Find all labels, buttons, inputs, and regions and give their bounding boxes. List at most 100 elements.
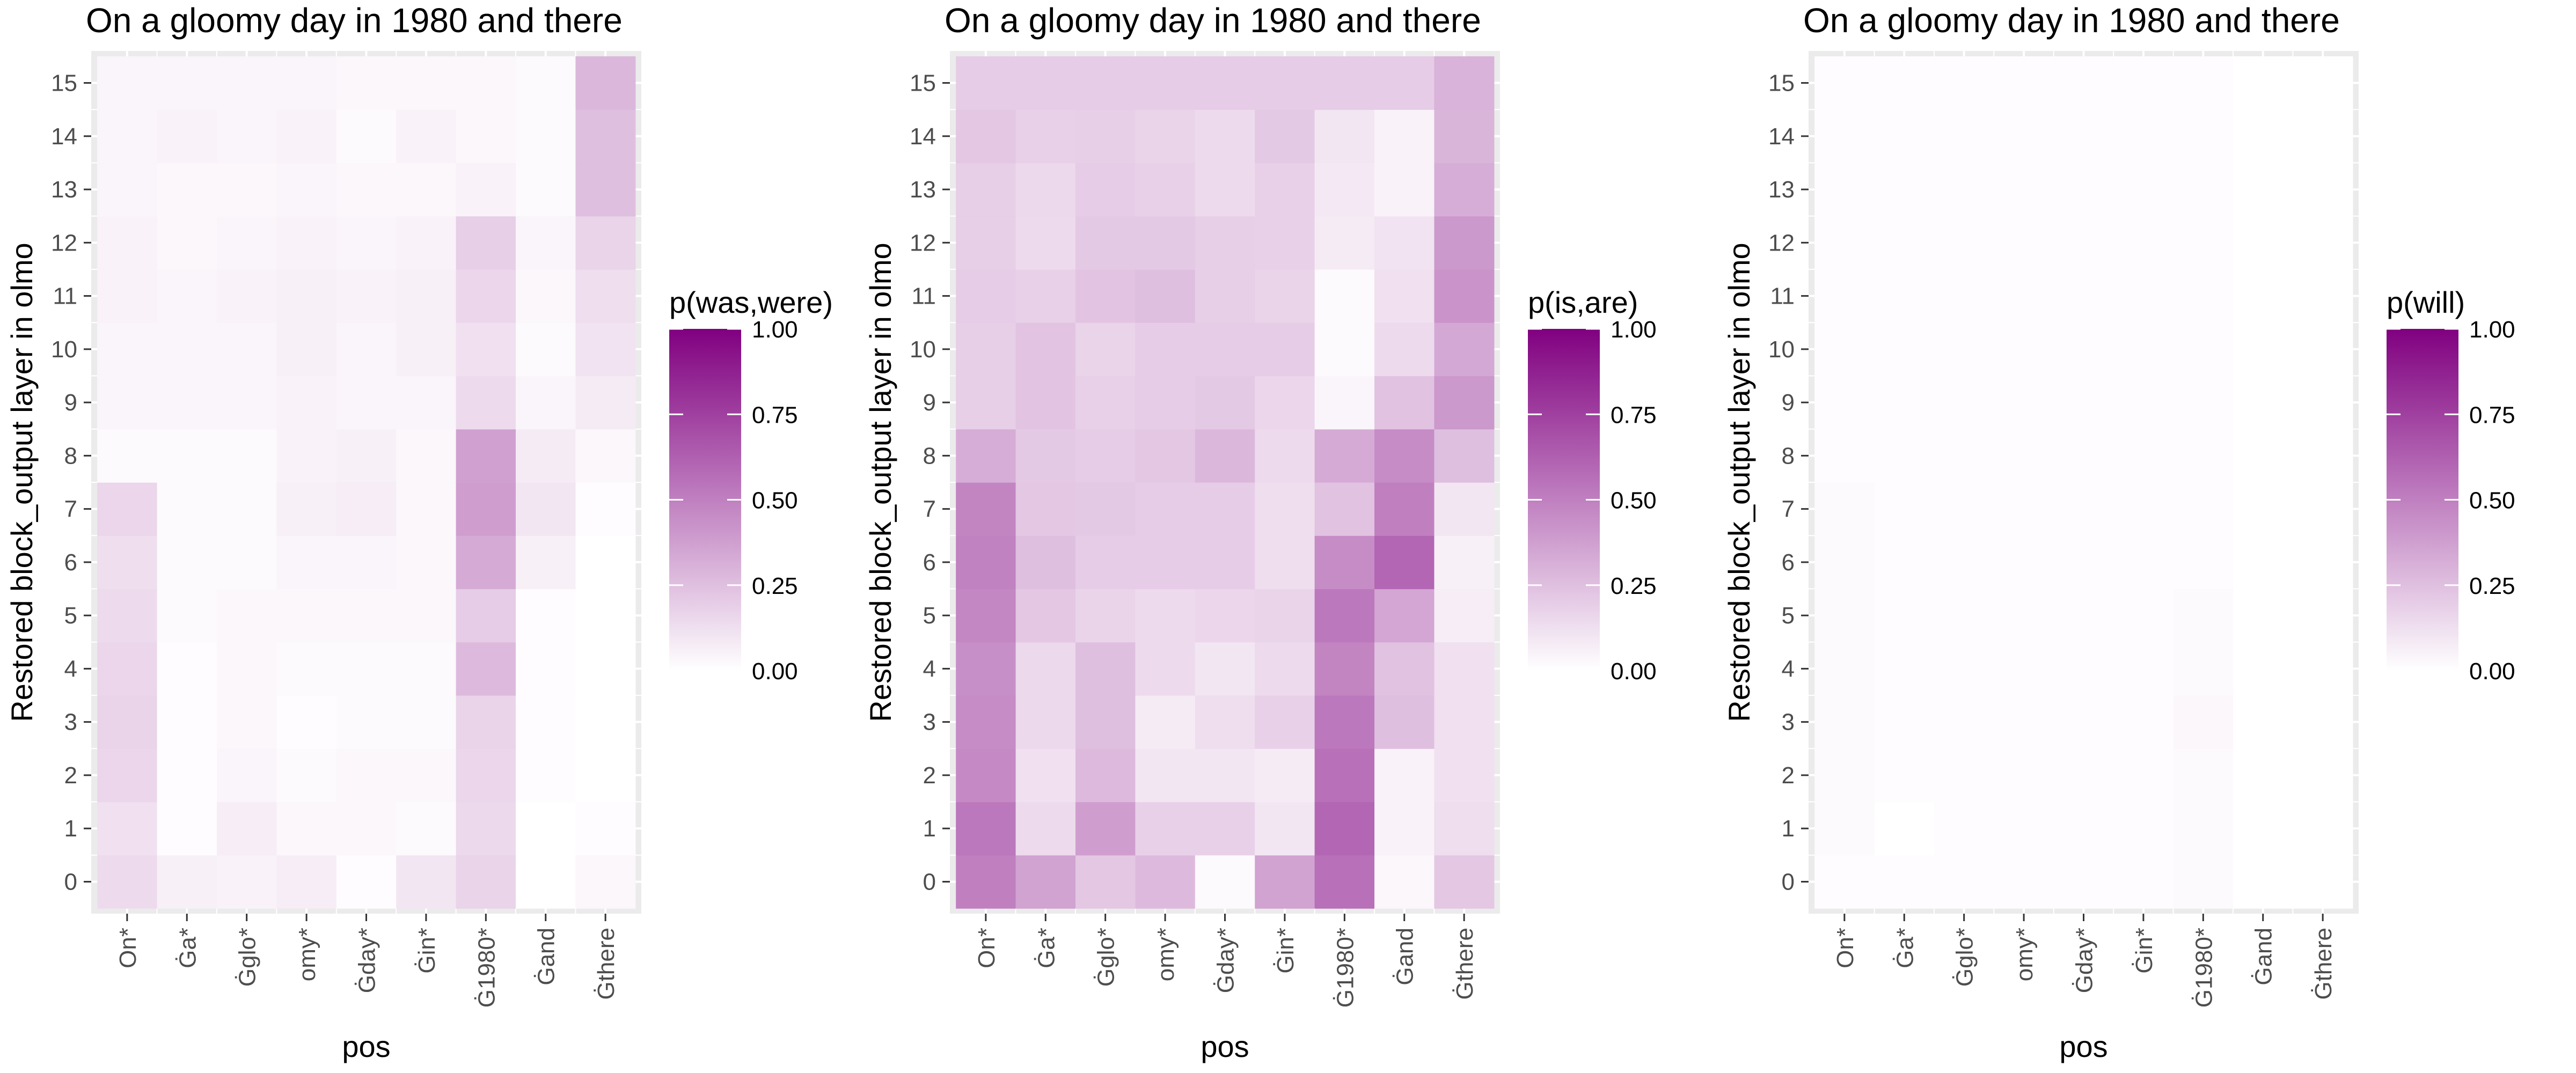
heatmap-cell-1980-layer-1 xyxy=(456,802,516,856)
heatmap-cell-glo-layer-10 xyxy=(1934,322,1994,377)
heatmap-cell-omy-layer-14 xyxy=(1135,109,1196,164)
heatmap-cell-in-layer-5 xyxy=(396,589,457,643)
heatmap-cell-on-layer-14 xyxy=(956,109,1016,164)
heatmap-cell-and-layer-4 xyxy=(1374,642,1435,696)
heatmap-cell-day-layer-0 xyxy=(336,855,397,909)
heatmap-cell-glo-layer-14 xyxy=(216,109,277,164)
heatmap-cell-glo-layer-12 xyxy=(1934,216,1994,270)
heatmap-cell-on-layer-4 xyxy=(1814,642,1875,696)
y-axis-label: Restored block_output layer in olmo xyxy=(1722,242,1756,722)
heatmap-cell-1980-layer-12 xyxy=(1314,216,1375,270)
y-tick-label: 5 xyxy=(923,602,936,629)
heatmap-cell-there-layer-13 xyxy=(575,163,636,217)
heatmap-cell-day-layer-13 xyxy=(1195,163,1255,217)
heatmap-cell-1980-layer-1 xyxy=(1314,802,1375,856)
y-tick-label: 4 xyxy=(923,656,936,682)
legend-label-0-50: 0.50 xyxy=(2469,488,2515,514)
heatmap-cell-omy-layer-3 xyxy=(1994,695,2054,749)
heatmap-cell-on-layer-7 xyxy=(1814,482,1875,536)
heatmap-cell-omy-layer-12 xyxy=(1994,216,2054,270)
heatmap-cell-omy-layer-9 xyxy=(1135,376,1196,430)
heatmap-cell-there-layer-3 xyxy=(1434,695,1495,749)
heatmap-cell-day-layer-14 xyxy=(1195,109,1255,164)
heatmap-cell-day-layer-1 xyxy=(1195,802,1255,856)
heatmap-cell-and-layer-13 xyxy=(516,163,576,217)
heatmap-cell-a-layer-14 xyxy=(157,109,217,164)
heatmap-cell-a-layer-8 xyxy=(157,429,217,483)
heatmap-cell-there-layer-12 xyxy=(575,216,636,270)
heatmap-cell-there-layer-0 xyxy=(575,855,636,909)
heatmap-cell-glo-layer-2 xyxy=(216,748,277,803)
heatmap-cell-in-layer-15 xyxy=(1255,56,1315,110)
heatmap-cell-omy-layer-10 xyxy=(276,322,337,377)
y-tick-label: 4 xyxy=(1782,656,1795,682)
heatmap-cell-1980-layer-2 xyxy=(2173,748,2234,803)
heatmap-cell-on-layer-15 xyxy=(97,56,158,110)
heatmap-cell-a-layer-1 xyxy=(1874,802,1935,856)
x-tick-label: omy* xyxy=(2011,928,2038,981)
heatmap-cell-on-layer-13 xyxy=(97,163,158,217)
heatmap-cell-and-layer-5 xyxy=(516,589,576,643)
heatmap-cell-glo-layer-8 xyxy=(1934,429,1994,483)
heatmap-cell-in-layer-2 xyxy=(1255,748,1315,803)
heatmap-cell-omy-layer-7 xyxy=(1994,482,2054,536)
y-tick-label: 1 xyxy=(1782,815,1795,842)
panel-title: On a gloomy day in 1980 and there xyxy=(945,1,1481,40)
heatmap-cell-omy-layer-0 xyxy=(276,855,337,909)
heatmap-cell-a-layer-7 xyxy=(1015,482,1076,536)
heatmap-cell-day-layer-6 xyxy=(1195,535,1255,590)
heatmap-cell-on-layer-8 xyxy=(97,429,158,483)
heatmap-cell-a-layer-11 xyxy=(157,269,217,323)
heatmap-cell-and-layer-10 xyxy=(1374,322,1435,377)
heatmap-cell-a-layer-6 xyxy=(157,535,217,590)
heatmap-cell-day-layer-5 xyxy=(2053,589,2114,643)
heatmap-cell-in-layer-11 xyxy=(1255,269,1315,323)
heatmap-cell-on-layer-6 xyxy=(956,535,1016,590)
heatmap-cell-glo-layer-7 xyxy=(1934,482,1994,536)
heatmap-cell-glo-layer-1 xyxy=(1934,802,1994,856)
heatmap-cell-on-layer-3 xyxy=(1814,695,1875,749)
heatmap-cell-a-layer-2 xyxy=(157,748,217,803)
heatmap-cell-on-layer-10 xyxy=(956,322,1016,377)
heatmap-cell-on-layer-11 xyxy=(97,269,158,323)
y-tick-label: 15 xyxy=(910,70,936,97)
heatmap-cell-there-layer-14 xyxy=(2293,109,2353,164)
heatmap-cell-1980-layer-14 xyxy=(2173,109,2234,164)
legend-label-0-50: 0.50 xyxy=(752,488,798,514)
heatmap-cell-there-layer-11 xyxy=(575,269,636,323)
heatmap-cell-and-layer-2 xyxy=(2233,748,2294,803)
x-tick-label: Ġand xyxy=(1392,928,1418,986)
heatmap-cell-a-layer-12 xyxy=(157,216,217,270)
legend-label-0-25: 0.25 xyxy=(752,573,798,599)
heatmap-cell-1980-layer-2 xyxy=(1314,748,1375,803)
heatmap-cell-on-layer-10 xyxy=(97,322,158,377)
heatmap-cell-and-layer-0 xyxy=(516,855,576,909)
x-tick-label: Ġ1980* xyxy=(1332,928,1358,1008)
heatmap-cell-in-layer-12 xyxy=(1255,216,1315,270)
heatmap-cell-omy-layer-8 xyxy=(1135,429,1196,483)
heatmap-cell-a-layer-8 xyxy=(1015,429,1076,483)
heatmap-cell-in-layer-8 xyxy=(1255,429,1315,483)
y-tick-label: 10 xyxy=(51,336,77,363)
heatmap-cell-day-layer-3 xyxy=(336,695,397,749)
heatmap-cell-and-layer-7 xyxy=(1374,482,1435,536)
heatmap-cell-on-layer-15 xyxy=(956,56,1016,110)
heatmap-cell-there-layer-13 xyxy=(2293,163,2353,217)
heatmap-cell-day-layer-6 xyxy=(2053,535,2114,590)
heatmap-cell-and-layer-15 xyxy=(1374,56,1435,110)
heatmap-cell-1980-layer-0 xyxy=(1314,855,1375,909)
heatmap-cell-and-layer-15 xyxy=(516,56,576,110)
heatmap-cell-day-layer-7 xyxy=(1195,482,1255,536)
heatmap-cell-in-layer-15 xyxy=(396,56,457,110)
heatmap-cell-on-layer-12 xyxy=(97,216,158,270)
heatmap-cell-and-layer-10 xyxy=(516,322,576,377)
heatmap-cell-a-layer-7 xyxy=(1874,482,1935,536)
heatmap-cell-and-layer-0 xyxy=(1374,855,1435,909)
heatmap-cell-1980-layer-15 xyxy=(1314,56,1375,110)
heatmap-cell-1980-layer-3 xyxy=(2173,695,2234,749)
legend-label-0-75: 0.75 xyxy=(2469,402,2515,428)
heatmap-cell-glo-layer-14 xyxy=(1075,109,1136,164)
heatmap-cell-glo-layer-0 xyxy=(1934,855,1994,909)
heatmap-cell-glo-layer-15 xyxy=(216,56,277,110)
x-tick-label: Ġand xyxy=(2251,928,2277,986)
